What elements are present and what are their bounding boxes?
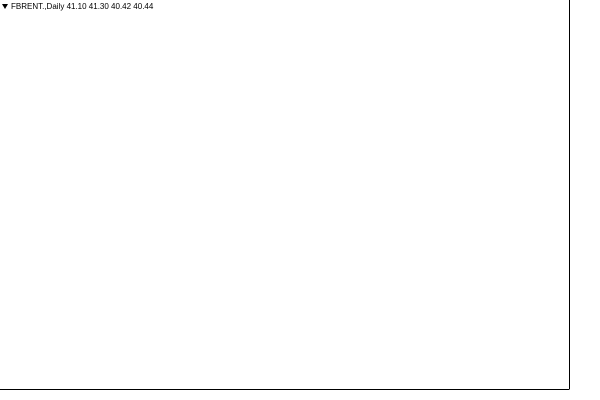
- menu-icon: [2, 4, 8, 9]
- chart-header: FBRENT.,Daily 41.10 41.30 40.42 40.44: [11, 2, 154, 11]
- axis-layer: FBRENT.,Daily 41.10 41.30 40.42 40.44: [0, 0, 570, 390]
